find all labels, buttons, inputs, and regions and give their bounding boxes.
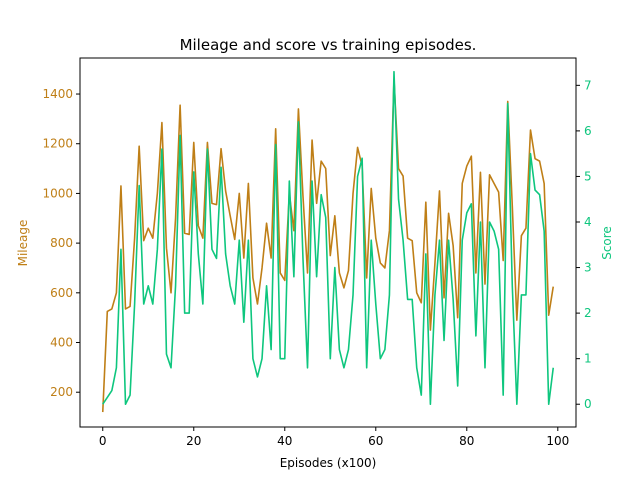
- y-right-axis-label: Score: [600, 226, 614, 260]
- y-right-tick-label: 6: [584, 124, 592, 138]
- y-left-tick-label: 200: [50, 385, 73, 399]
- x-tick-label: 40: [277, 434, 292, 448]
- series-layer: [101, 70, 555, 413]
- chart-title: Mileage and score vs training episodes.: [180, 36, 477, 54]
- score-series-line: [102, 70, 555, 406]
- y-right-tick-label: 5: [584, 169, 592, 183]
- y-right-tick-label: 7: [584, 78, 592, 92]
- y-right-tick-label: 3: [584, 261, 592, 275]
- y-right-tick-label: 0: [584, 397, 592, 411]
- y-left-tick-label: 600: [50, 286, 73, 300]
- y-right-tick-label: 2: [584, 306, 592, 320]
- mileage-series-line: [101, 78, 555, 413]
- y-left-tick-label: 1000: [42, 186, 73, 200]
- x-tick-label: 60: [368, 434, 383, 448]
- y-left-tick-label: 1200: [42, 137, 73, 151]
- y-left-tick-label: 800: [50, 236, 73, 250]
- y-left-tick-label: 1400: [42, 87, 73, 101]
- plot-frame: [79, 57, 577, 428]
- y-right-tick-label: 4: [584, 215, 592, 229]
- x-tick-label: 80: [459, 434, 474, 448]
- x-tick-label: 20: [186, 434, 201, 448]
- x-tick-label: 100: [546, 434, 569, 448]
- x-axis-label: Episodes (x100): [280, 456, 377, 470]
- y-right-tick-label: 1: [584, 352, 592, 366]
- y-left-tick-label: 400: [50, 336, 73, 350]
- x-tick-label: 0: [99, 434, 107, 448]
- ticks-layer: 0 20 40 60 80 100 200 400 600 800 1000 1200 1400 0 1 2 3…: [42, 78, 591, 448]
- y-left-axis-label: Mileage: [16, 220, 30, 267]
